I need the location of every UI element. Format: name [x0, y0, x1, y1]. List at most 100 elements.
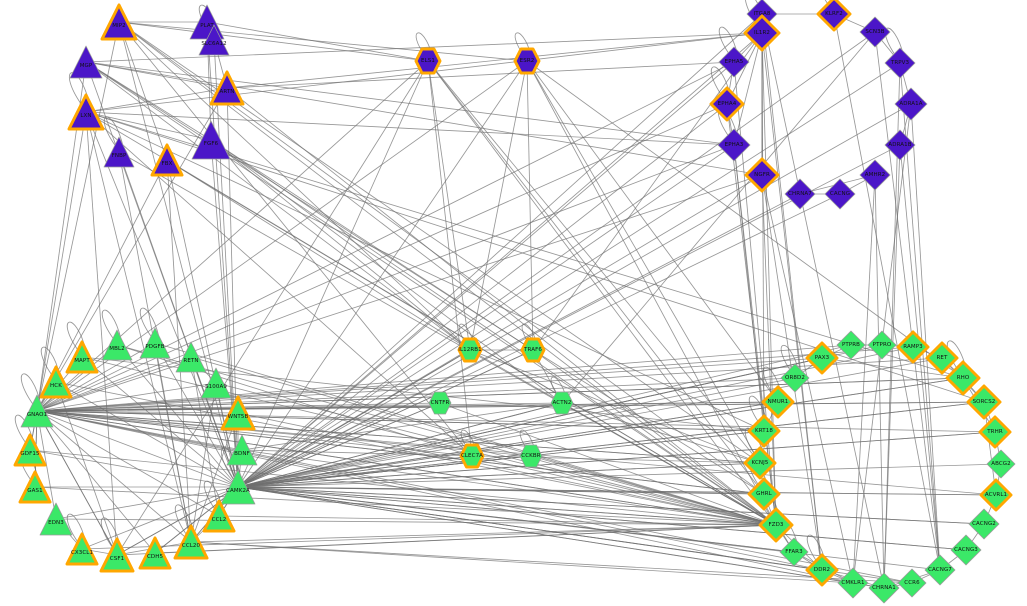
edge — [526, 60, 777, 526]
graph-node-trpv3[interactable]: TRPV3 — [882, 45, 918, 81]
graph-node-amhr2[interactable]: AMHR2 — [857, 157, 893, 193]
edge — [526, 60, 779, 403]
edge — [85, 61, 534, 351]
edge — [899, 144, 941, 571]
edge-self-loop — [66, 321, 87, 354]
edge-self-loop — [103, 116, 124, 149]
edge — [34, 486, 777, 526]
graph-node-clec7a[interactable]: CLEC7A — [456, 440, 488, 472]
edge — [471, 455, 777, 526]
edge — [36, 410, 761, 464]
edge — [55, 486, 239, 520]
graph-node-mbl2[interactable]: MBL2 — [99, 327, 135, 363]
graph-node-actn2[interactable]: ACTN2 — [548, 389, 576, 417]
graph-node-fnbp[interactable]: FNBP — [101, 134, 137, 170]
edge — [81, 356, 777, 526]
edge-self-loop — [744, 427, 765, 460]
graph-node-epha4[interactable]: EPHA4 — [706, 83, 748, 125]
edge — [237, 486, 777, 526]
graph-node-chrna7[interactable]: CHRNA7 — [782, 176, 818, 212]
graph-node-ngfr[interactable]: NGFR — [741, 154, 783, 196]
edge — [29, 449, 239, 488]
edge-self-loop — [203, 480, 224, 513]
graph-node-epha5[interactable]: EPHA5 — [716, 44, 752, 80]
edge — [237, 61, 735, 488]
edge-self-loop — [40, 346, 61, 379]
graph-node-cntfr[interactable]: CNTFR — [426, 389, 454, 417]
edge — [116, 486, 239, 556]
edge — [36, 410, 118, 556]
edge — [36, 174, 763, 412]
edge-self-loop — [20, 373, 42, 408]
edge-self-loop — [66, 513, 87, 546]
graph-node-klrf2[interactable]: KLRF2 — [813, 0, 855, 35]
edge — [427, 60, 471, 351]
edge — [237, 486, 967, 551]
graph-node-cdh5[interactable]: CDH5 — [135, 533, 175, 573]
edge — [36, 144, 735, 412]
edge — [852, 174, 876, 584]
graph-node-adra1a[interactable]: ADRA1A — [892, 85, 930, 123]
edge — [833, 13, 941, 571]
edge — [85, 87, 228, 113]
graph-node-lxn[interactable]: LXN — [64, 90, 108, 134]
edge — [36, 357, 823, 412]
graph-node-gdf15[interactable]: GDF15 — [10, 430, 50, 470]
graph-node-cckbr[interactable]: CCKBR — [517, 442, 545, 470]
graph-node-traf6[interactable]: TRAF6 — [517, 334, 549, 366]
graph-node-els1[interactable]: ELS1 — [411, 44, 445, 78]
edge — [206, 21, 429, 62]
edge — [29, 449, 777, 526]
edge — [237, 357, 823, 488]
edge — [218, 515, 777, 526]
edge — [526, 60, 964, 379]
graph-node-mgp[interactable]: MGP — [67, 43, 105, 81]
edge — [237, 103, 728, 488]
graph-node-bdnf[interactable]: BDNF — [224, 432, 260, 468]
edge — [55, 518, 777, 526]
graph-node-il12rb1[interactable]: IL12RB1 — [454, 334, 486, 366]
edge — [118, 21, 528, 62]
edge-self-loop — [14, 414, 35, 447]
graph-node-gnao1[interactable]: GNAO1 — [18, 392, 56, 430]
graph-node-fgf6[interactable]: FGF6 — [189, 118, 233, 162]
graph-node-pdgfb[interactable]: PDGFB — [137, 325, 173, 361]
edge-self-loop — [806, 534, 827, 567]
edge — [761, 32, 765, 432]
edge — [36, 342, 156, 412]
graph-node-slc6a12[interactable]: SLC6A12 — [196, 22, 232, 58]
graph-node-fbx[interactable]: FBX — [147, 140, 187, 180]
edge — [36, 410, 996, 433]
graph-node-ccr6[interactable]: CCR6 — [895, 566, 929, 600]
edge — [36, 21, 120, 412]
edge — [36, 377, 964, 412]
edge — [237, 431, 996, 488]
graph-node-ccl20[interactable]: CCL20 — [170, 521, 212, 563]
edge — [761, 32, 823, 571]
graph-node-mip2[interactable]: MIP2 — [97, 0, 141, 44]
edge — [237, 377, 964, 488]
edge — [226, 32, 763, 89]
edge — [237, 486, 997, 496]
edge — [226, 61, 735, 89]
graph-node-csf1[interactable]: CSF1 — [96, 534, 138, 576]
edge — [116, 60, 429, 556]
graph-node-esr2[interactable]: ESR2 — [510, 44, 544, 78]
edge — [190, 541, 854, 584]
graph-node-wnt5b[interactable]: WNT5B — [217, 392, 259, 434]
edge — [36, 410, 854, 584]
edge — [36, 410, 913, 584]
edge-self-loop — [139, 307, 160, 340]
edge — [36, 357, 943, 412]
edge — [190, 541, 913, 584]
edge — [237, 455, 473, 488]
graph-node-cacng[interactable]: CACNG — [822, 176, 858, 212]
edge — [166, 159, 471, 351]
edge-self-loop — [762, 366, 783, 399]
edge — [36, 346, 914, 412]
edge — [85, 61, 471, 351]
graph-node-trhr[interactable]: TRHR — [975, 412, 1015, 452]
graph-node-artn[interactable]: ARTN — [206, 67, 248, 109]
